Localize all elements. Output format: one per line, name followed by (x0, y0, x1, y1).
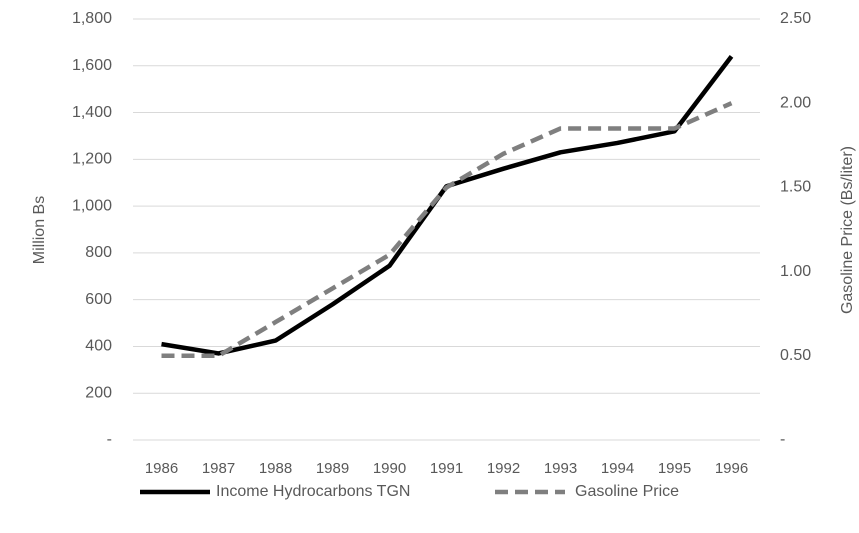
x-tick-label: 1991 (430, 460, 463, 477)
legend-label: Income Hydrocarbons TGN (216, 483, 410, 500)
y2-axis-title: Gasoline Price (Bs/liter) (839, 146, 856, 314)
x-tick-label: 1987 (202, 460, 235, 477)
y-tick-label: 1,600 (72, 57, 112, 74)
x-tick-label: 1995 (658, 460, 691, 477)
y-tick-label: 600 (85, 291, 112, 308)
y-tick-label: 800 (85, 244, 112, 261)
y-tick-label: 1,200 (72, 151, 112, 168)
x-tick-label: 1996 (715, 460, 748, 477)
y-tick-label: 400 (85, 338, 112, 355)
y2-tick-label: 1.00 (780, 263, 811, 280)
y2-tick-label: - (780, 431, 785, 448)
y-tick-label: 1,000 (72, 197, 112, 214)
y2-tick-label: 2.50 (780, 10, 811, 27)
x-tick-label: 1986 (145, 460, 178, 477)
y-axis-title: Million Bs (31, 196, 48, 264)
x-tick-label: 1989 (316, 460, 349, 477)
series-line (161, 55, 734, 356)
x-tick-label: 1993 (544, 460, 577, 477)
x-tick-label: 1992 (487, 460, 520, 477)
y2-tick-label: 2.00 (780, 94, 811, 111)
y-tick-label: 1,800 (72, 10, 112, 27)
x-tick-label: 1994 (601, 460, 634, 477)
x-tick-label: 1988 (259, 460, 292, 477)
legend-label: Gasoline Price (575, 483, 679, 500)
y2-tick-label: 0.50 (780, 347, 811, 364)
y-tick-label: - (107, 431, 112, 448)
x-tick-label: 1990 (373, 460, 406, 477)
y-tick-label: 200 (85, 384, 112, 401)
y2-tick-label: 1.50 (780, 179, 811, 196)
y-tick-label: 1,400 (72, 104, 112, 121)
series-line (161, 101, 733, 359)
